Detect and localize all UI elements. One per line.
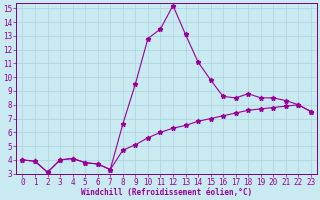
- X-axis label: Windchill (Refroidissement éolien,°C): Windchill (Refroidissement éolien,°C): [81, 188, 252, 197]
